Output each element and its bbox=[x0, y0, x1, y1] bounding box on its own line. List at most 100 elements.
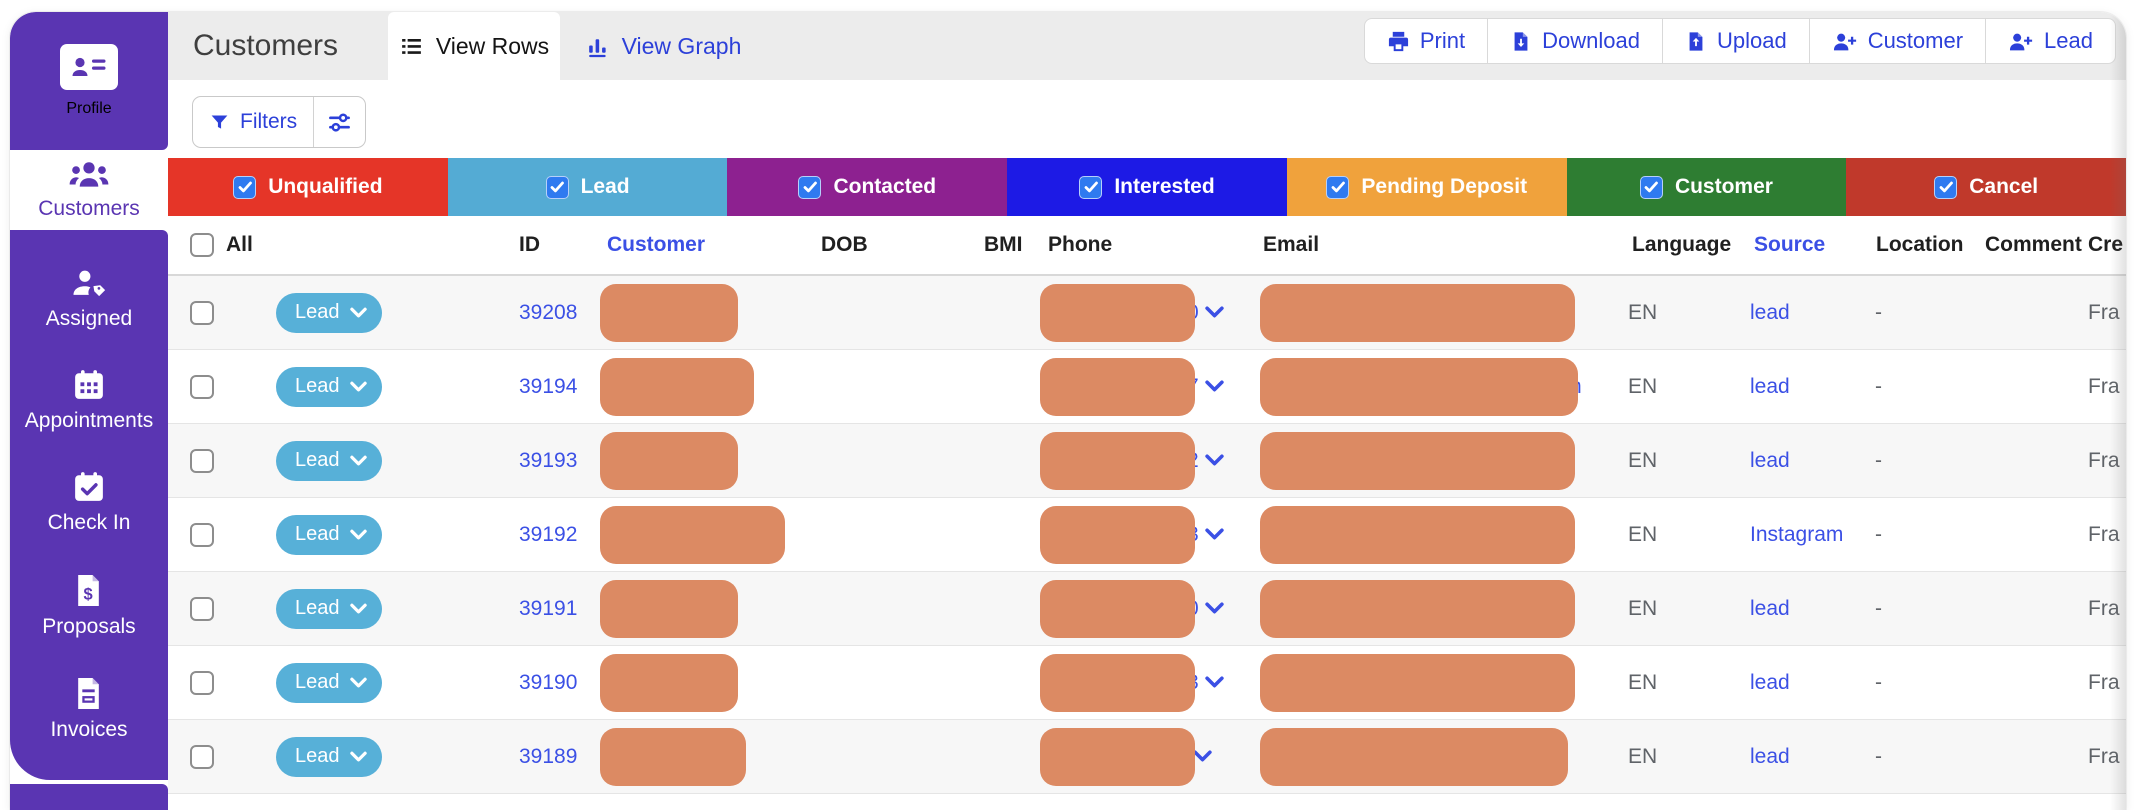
status-dropdown[interactable]: Lead bbox=[276, 514, 382, 555]
sidebar-item-customers[interactable]: Customers bbox=[10, 152, 168, 228]
upload-button[interactable]: Upload bbox=[1661, 19, 1809, 63]
sidebar-item-label: Assigned bbox=[45, 307, 133, 331]
checked-checkbox[interactable] bbox=[798, 175, 822, 199]
source-link[interactable]: lead bbox=[1750, 374, 1790, 398]
column-phone[interactable]: Phone bbox=[1048, 233, 1113, 256]
filter-settings-button[interactable] bbox=[314, 110, 365, 135]
column-comment[interactable]: Comment bbox=[1985, 233, 2082, 256]
row-checkbox[interactable] bbox=[190, 670, 214, 695]
sidebar-item-profile[interactable]: Profile bbox=[10, 12, 168, 150]
source-link[interactable]: Instagram bbox=[1750, 522, 1844, 546]
column-dob[interactable]: DOB bbox=[821, 233, 868, 256]
table-row[interactable]: Lead 39190 3 EN lead - Fra bbox=[168, 646, 2126, 720]
status-filter-lead[interactable]: Lead bbox=[447, 158, 728, 216]
table-row[interactable]: Lead 39192 3 EN Instagram - Fra bbox=[168, 498, 2126, 572]
column-bmi[interactable]: BMI bbox=[984, 233, 1023, 256]
checked-checkbox[interactable] bbox=[1326, 175, 1350, 199]
column-created[interactable]: Cre bbox=[2088, 233, 2124, 256]
bar-chart-icon bbox=[588, 38, 606, 57]
row-checkbox[interactable] bbox=[190, 522, 214, 547]
phone-chevron-down-icon[interactable] bbox=[1193, 749, 1212, 764]
row-checkbox[interactable] bbox=[190, 374, 214, 399]
phone-chevron-down-icon[interactable] bbox=[1205, 527, 1224, 542]
sidebar-item-check-in[interactable]: Check In bbox=[48, 471, 130, 535]
download-button[interactable]: Download bbox=[1487, 19, 1662, 63]
filters-main[interactable]: Filters bbox=[193, 110, 313, 134]
status-dropdown[interactable]: Lead bbox=[276, 588, 382, 629]
calendar-icon bbox=[75, 370, 103, 400]
sidebar-item-invoices[interactable]: Invoices bbox=[50, 677, 128, 742]
sidebar-item-assigned[interactable]: Assigned bbox=[46, 268, 132, 331]
checked-checkbox[interactable] bbox=[233, 175, 257, 199]
language-value: EN bbox=[1628, 300, 1658, 324]
column-email[interactable]: Email bbox=[1263, 233, 1320, 256]
add-customer-label: Customer bbox=[1867, 28, 1964, 53]
source-link[interactable]: lead bbox=[1750, 744, 1790, 768]
source-link[interactable]: lead bbox=[1750, 448, 1790, 472]
tab-view-rows[interactable]: View Rows bbox=[388, 12, 560, 80]
print-button[interactable]: Print bbox=[1365, 19, 1487, 63]
row-checkbox[interactable] bbox=[190, 300, 214, 325]
table-row[interactable]: Lead 39193 2 EN lead - Fra bbox=[168, 424, 2126, 498]
source-link[interactable]: lead bbox=[1750, 670, 1790, 694]
redacted-phone bbox=[1040, 579, 1195, 638]
status-dropdown-label: Lead bbox=[295, 375, 340, 397]
status-dropdown[interactable]: Lead bbox=[276, 440, 382, 481]
sidebar-next-block bbox=[10, 784, 168, 810]
phone-chevron-down-icon[interactable] bbox=[1205, 675, 1224, 690]
customer-id-link[interactable]: 39191 bbox=[519, 596, 578, 620]
chevron-down-icon bbox=[349, 307, 367, 317]
table-row[interactable]: Lead 39194 7 n EN lead - Fra bbox=[168, 350, 2126, 424]
column-id[interactable]: ID bbox=[519, 233, 540, 256]
status-filter-interested[interactable]: Interested bbox=[1007, 158, 1287, 216]
checked-checkbox[interactable] bbox=[545, 175, 569, 199]
source-link[interactable]: lead bbox=[1750, 300, 1790, 324]
checked-checkbox[interactable] bbox=[1079, 175, 1103, 199]
status-filter-unqualified[interactable]: Unqualified bbox=[168, 158, 448, 216]
customer-id-link[interactable]: 39194 bbox=[519, 374, 578, 398]
table-row[interactable]: Lead 39189 EN lead - Fra bbox=[168, 720, 2126, 794]
column-customer[interactable]: Customer bbox=[607, 233, 706, 256]
status-filter-customer[interactable]: Customer bbox=[1566, 158, 1847, 216]
status-dropdown[interactable]: Lead bbox=[276, 736, 382, 777]
customer-id-link[interactable]: 39189 bbox=[519, 744, 578, 768]
status-filter-cancel[interactable]: Cancel bbox=[1846, 158, 2126, 216]
column-source[interactable]: Source bbox=[1754, 233, 1826, 256]
status-dropdown-label: Lead bbox=[295, 745, 340, 767]
row-checkbox[interactable] bbox=[190, 596, 214, 621]
row-checkbox[interactable] bbox=[190, 448, 214, 473]
sidebar-item-appointments[interactable]: Appointments bbox=[25, 369, 153, 433]
column-language[interactable]: Language bbox=[1632, 233, 1732, 256]
phone-chevron-down-icon[interactable] bbox=[1205, 379, 1224, 394]
created-value: Fra bbox=[2088, 522, 2120, 546]
table-row[interactable]: Lead 39191 0 EN lead - Fra bbox=[168, 572, 2126, 646]
status-dropdown[interactable]: Lead bbox=[276, 662, 382, 703]
column-location[interactable]: Location bbox=[1876, 233, 1964, 256]
checked-checkbox[interactable] bbox=[1639, 175, 1663, 199]
select-all-checkbox[interactable] bbox=[190, 233, 214, 257]
tab-view-graph[interactable]: View Graph bbox=[568, 12, 758, 80]
customer-id-link[interactable]: 39208 bbox=[519, 300, 578, 324]
source-link[interactable]: lead bbox=[1750, 596, 1790, 620]
add-lead-button[interactable]: Lead bbox=[1985, 19, 2115, 63]
chevron-down-icon bbox=[349, 529, 367, 539]
svg-text:$: $ bbox=[84, 585, 93, 603]
status-filter-contacted[interactable]: Contacted bbox=[727, 158, 1008, 216]
table-row[interactable]: Lead 39208 0 EN lead - Fra bbox=[168, 276, 2126, 350]
phone-chevron-down-icon[interactable] bbox=[1205, 305, 1224, 320]
status-filter-pending-deposit[interactable]: Pending Deposit bbox=[1286, 158, 1567, 216]
sidebar-item-proposals[interactable]: $ Proposals bbox=[42, 574, 136, 639]
phone-chevron-down-icon[interactable] bbox=[1205, 601, 1224, 616]
status-dropdown[interactable]: Lead bbox=[276, 292, 382, 333]
customer-id-link[interactable]: 39192 bbox=[519, 522, 578, 546]
add-customer-button[interactable]: Customer bbox=[1808, 19, 1985, 63]
customer-id-link[interactable]: 39193 bbox=[519, 448, 578, 472]
customer-id-link[interactable]: 39190 bbox=[519, 670, 578, 694]
column-all: All bbox=[226, 233, 253, 256]
redacted-customer-name bbox=[600, 727, 746, 786]
checked-checkbox[interactable] bbox=[1934, 175, 1958, 199]
filters-button[interactable]: Filters bbox=[192, 96, 367, 148]
phone-chevron-down-icon[interactable] bbox=[1205, 453, 1224, 468]
status-dropdown[interactable]: Lead bbox=[276, 366, 382, 407]
row-checkbox[interactable] bbox=[190, 744, 214, 769]
